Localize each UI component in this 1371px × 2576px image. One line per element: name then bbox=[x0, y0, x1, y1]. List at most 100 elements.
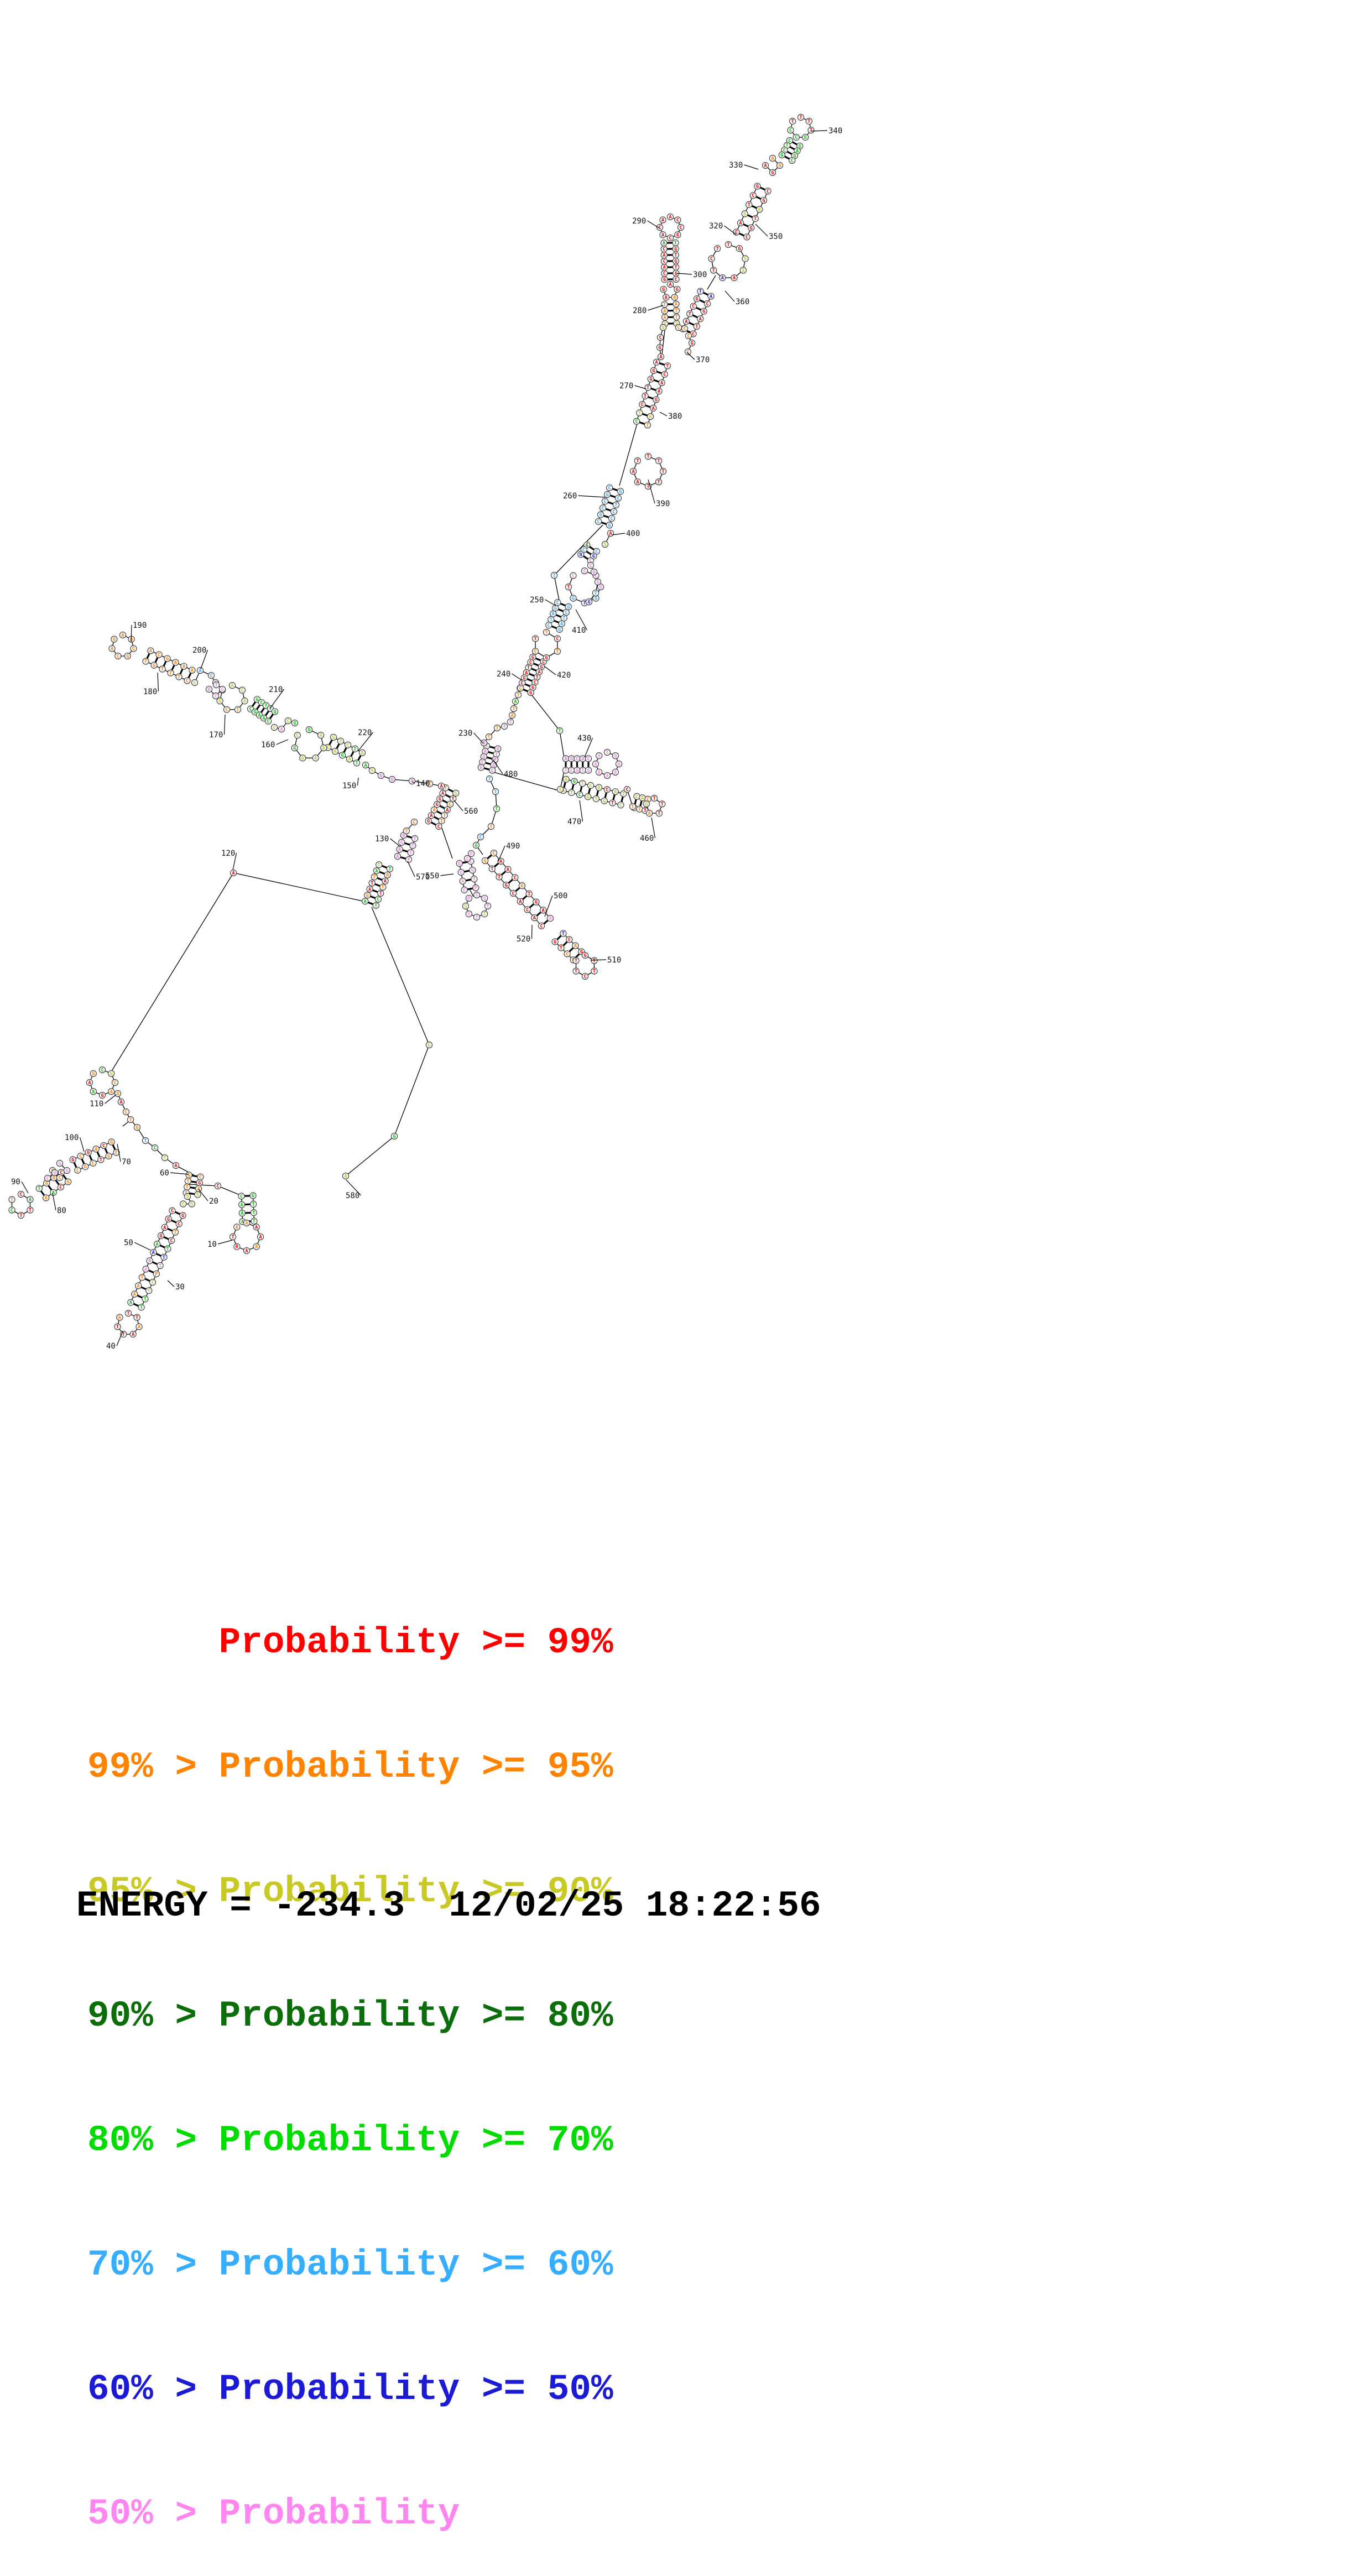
svg-text:S: S bbox=[742, 268, 744, 274]
position-label: 500 bbox=[554, 892, 567, 901]
svg-text:A: A bbox=[669, 215, 671, 220]
svg-text:T: T bbox=[595, 797, 597, 802]
svg-text:C: C bbox=[132, 646, 135, 652]
svg-text:A: A bbox=[138, 1324, 140, 1330]
svg-text:A: A bbox=[430, 813, 432, 819]
svg-text:G: G bbox=[341, 753, 343, 758]
svg-text:A: A bbox=[231, 683, 233, 689]
svg-text:T: T bbox=[636, 459, 639, 464]
svg-text:A: A bbox=[132, 1332, 134, 1338]
svg-text:T: T bbox=[611, 800, 614, 806]
svg-text:A: A bbox=[560, 622, 563, 627]
position-label: 120 bbox=[221, 849, 235, 858]
probability-legend: Probability >= 99% 99% > Probability >= … bbox=[87, 1539, 613, 2576]
svg-text:T: T bbox=[489, 824, 492, 830]
svg-text:G: G bbox=[187, 1173, 190, 1178]
svg-text:T: T bbox=[558, 728, 561, 734]
svg-text:A: A bbox=[659, 355, 662, 360]
svg-text:A: A bbox=[514, 699, 517, 705]
svg-text:T: T bbox=[379, 891, 382, 897]
svg-text:T: T bbox=[534, 637, 537, 642]
svg-text:A: A bbox=[499, 859, 502, 865]
svg-text:A: A bbox=[739, 221, 742, 226]
svg-text:G: G bbox=[439, 797, 441, 802]
svg-text:T: T bbox=[658, 480, 660, 485]
svg-text:A: A bbox=[441, 791, 444, 797]
svg-text:C: C bbox=[556, 600, 559, 606]
svg-text:C: C bbox=[610, 516, 613, 522]
svg-text:C: C bbox=[117, 654, 119, 659]
svg-text:T: T bbox=[663, 302, 666, 308]
svg-text:S: S bbox=[455, 791, 457, 797]
svg-text:G: G bbox=[167, 1217, 170, 1222]
position-label: 40 bbox=[106, 1342, 116, 1351]
svg-text:A: A bbox=[364, 899, 367, 904]
svg-text:C: C bbox=[576, 757, 578, 762]
svg-text:T: T bbox=[488, 777, 491, 782]
svg-text:G: G bbox=[87, 1151, 90, 1156]
nucleotide-beads: CGTACGGCGCCGTAGTAGCCTAGCCGTAATGCATCGATCG… bbox=[9, 114, 814, 1338]
svg-text:C: C bbox=[583, 569, 586, 574]
svg-text:T: T bbox=[151, 1280, 154, 1286]
svg-text:G: G bbox=[570, 757, 573, 762]
svg-text:S: S bbox=[196, 1193, 199, 1198]
energy-status-line: ENERGY = -234.3 12/02/25 18:22:56 bbox=[76, 1885, 821, 1927]
position-label: 520 bbox=[517, 935, 530, 944]
svg-text:C: C bbox=[590, 783, 592, 789]
svg-text:G: G bbox=[505, 883, 508, 888]
svg-text:C: C bbox=[578, 793, 581, 798]
svg-text:T: T bbox=[252, 1202, 255, 1208]
svg-text:G: G bbox=[649, 377, 652, 382]
svg-text:C: C bbox=[619, 803, 622, 808]
svg-text:T: T bbox=[658, 459, 660, 464]
svg-text:A: A bbox=[45, 1196, 48, 1201]
svg-text:T: T bbox=[807, 119, 810, 124]
svg-text:G: G bbox=[293, 746, 296, 751]
svg-text:A: A bbox=[594, 762, 597, 767]
svg-text:C: C bbox=[153, 1146, 156, 1151]
svg-text:A: A bbox=[771, 156, 774, 162]
svg-text:C: C bbox=[572, 573, 575, 579]
svg-text:A: A bbox=[665, 295, 668, 301]
svg-text:T: T bbox=[264, 703, 267, 709]
svg-text:A: A bbox=[88, 1080, 91, 1086]
svg-text:P: P bbox=[470, 851, 472, 857]
position-label: 10 bbox=[207, 1240, 217, 1249]
svg-text:A: A bbox=[129, 1300, 132, 1306]
svg-text:A: A bbox=[118, 1315, 121, 1321]
svg-text:G: G bbox=[135, 1125, 138, 1131]
svg-text:G: G bbox=[475, 843, 477, 849]
svg-text:A: A bbox=[258, 713, 260, 719]
svg-text:A: A bbox=[52, 1190, 55, 1196]
position-label: 510 bbox=[607, 956, 621, 965]
svg-text:A: A bbox=[581, 757, 584, 762]
svg-text:A: A bbox=[149, 648, 152, 654]
svg-text:T: T bbox=[562, 931, 565, 937]
svg-text:A: A bbox=[660, 381, 663, 386]
svg-text:C: C bbox=[296, 733, 299, 738]
svg-text:C: C bbox=[692, 331, 695, 337]
svg-text:S: S bbox=[559, 787, 561, 793]
svg-text:T: T bbox=[689, 311, 691, 317]
svg-text:G: G bbox=[253, 710, 256, 715]
svg-text:A: A bbox=[361, 751, 363, 756]
svg-text:A: A bbox=[148, 1258, 151, 1264]
svg-text:A: A bbox=[673, 295, 676, 301]
svg-text:A: A bbox=[398, 847, 401, 852]
svg-text:T: T bbox=[674, 241, 677, 246]
svg-text:G: G bbox=[256, 697, 258, 702]
svg-text:C: C bbox=[241, 688, 243, 694]
svg-text:C: C bbox=[568, 938, 571, 943]
svg-text:C: C bbox=[589, 563, 592, 569]
svg-text:A: A bbox=[348, 757, 351, 762]
svg-text:C: C bbox=[11, 1208, 13, 1214]
svg-text:T: T bbox=[658, 811, 660, 816]
svg-text:C: C bbox=[635, 794, 638, 800]
svg-text:A: A bbox=[598, 770, 601, 776]
position-label: 160 bbox=[261, 741, 275, 750]
svg-text:C: C bbox=[625, 787, 628, 793]
svg-text:A: A bbox=[661, 232, 664, 238]
svg-text:A: A bbox=[614, 789, 617, 795]
svg-text:T: T bbox=[647, 386, 649, 391]
svg-text:G: G bbox=[762, 198, 765, 204]
